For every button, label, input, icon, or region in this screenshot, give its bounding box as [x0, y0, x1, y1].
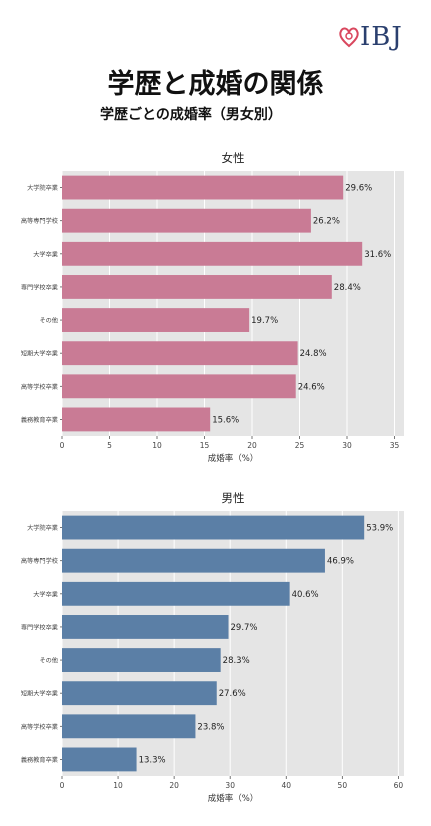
bar	[62, 581, 290, 606]
data-label: 28.4%	[334, 283, 361, 293]
data-label: 29.7%	[231, 623, 258, 633]
bar	[62, 681, 217, 706]
data-label: 24.8%	[300, 349, 327, 359]
y-tick-label: 短期大学卒業	[21, 350, 58, 358]
data-label: 31.6%	[364, 250, 391, 260]
bar	[62, 548, 325, 573]
bar	[62, 615, 229, 639]
y-tick-label: 大学院卒業	[27, 524, 58, 532]
y-tick-label: 大学卒業	[33, 590, 58, 598]
x-tick-label: 35	[390, 441, 400, 450]
x-tick-label: 30	[225, 781, 235, 790]
x-axis-label: 成婚率（%）	[208, 793, 259, 804]
y-tick-label: 専門学校卒業	[21, 283, 58, 291]
heart-icon	[339, 27, 359, 48]
x-tick-label: 15	[200, 441, 210, 450]
data-label: 40.6%	[292, 590, 319, 600]
data-label: 29.6%	[345, 184, 372, 194]
bar	[62, 208, 311, 233]
y-tick-label: 高等学校卒業	[21, 383, 58, 391]
page-title: 学歴と成婚の関係	[107, 69, 324, 100]
page-subtitle: 学歴ごとの成婚率（男女別）	[100, 107, 282, 123]
y-tick-label: 短期大学卒業	[21, 690, 58, 698]
male-chart: 男性 53.9% 大学院卒業 46.9% 高等専門学校 40.6% 大学卒業 29.7% 専門学…	[21, 491, 404, 804]
data-label: 46.9%	[327, 557, 354, 567]
x-tick-label: 0	[60, 441, 65, 450]
y-tick-label: 高等学校卒業	[21, 723, 58, 731]
data-label: 23.8%	[197, 722, 224, 732]
y-tick-label: その他	[39, 657, 58, 665]
x-tick-label: 20	[169, 781, 179, 790]
y-tick-label: 義務教育卒業	[21, 756, 58, 764]
bar	[62, 747, 137, 772]
y-tick-label: 専門学校卒業	[21, 623, 58, 631]
bar	[62, 374, 296, 399]
y-tick-label: その他	[39, 317, 58, 325]
y-tick-label: 大学卒業	[33, 250, 58, 258]
logo-text: IBJ	[360, 22, 403, 52]
data-label: 53.9%	[366, 524, 393, 534]
x-tick-label: 30	[342, 441, 352, 450]
x-tick-label: 10	[113, 781, 123, 790]
ibj-logo: IBJ	[338, 22, 402, 52]
x-axis-label: 成婚率（%）	[208, 453, 259, 464]
data-label: 24.6%	[298, 382, 325, 392]
bar	[62, 341, 298, 366]
data-label: 13.3%	[139, 755, 166, 765]
bar	[62, 175, 344, 200]
x-tick-label: 20	[247, 441, 257, 450]
bar	[62, 407, 211, 432]
bar	[62, 515, 365, 540]
x-tick-label: 60	[394, 781, 404, 790]
data-label: 28.3%	[223, 656, 250, 666]
y-tick-label: 高等専門学校	[21, 217, 58, 225]
x-tick-label: 50	[338, 781, 348, 790]
female-chart: 女性 29.6% 大学院卒業 26.2% 高等専門学校 31.6% 大学卒業 28.4% 専門学…	[21, 151, 404, 464]
bar	[62, 648, 221, 672]
chart-title: 男性	[222, 491, 245, 505]
bar	[62, 241, 363, 266]
x-tick-label: 10	[152, 441, 162, 450]
x-tick-label: 25	[295, 441, 305, 450]
y-tick-label: 義務教育卒業	[21, 416, 58, 424]
bar	[62, 275, 332, 299]
x-tick-label: 40	[281, 781, 291, 790]
data-label: 27.6%	[219, 689, 246, 699]
x-tick-label: 5	[107, 441, 112, 450]
bar	[62, 308, 250, 332]
bar	[62, 714, 196, 739]
data-label: 26.2%	[313, 217, 340, 227]
y-tick-label: 高等専門学校	[21, 557, 58, 565]
y-tick-label: 大学院卒業	[27, 184, 58, 192]
chart-title: 女性	[222, 151, 245, 165]
data-label: 19.7%	[251, 316, 278, 326]
x-tick-label: 0	[60, 781, 65, 790]
data-label: 15.6%	[212, 415, 239, 425]
